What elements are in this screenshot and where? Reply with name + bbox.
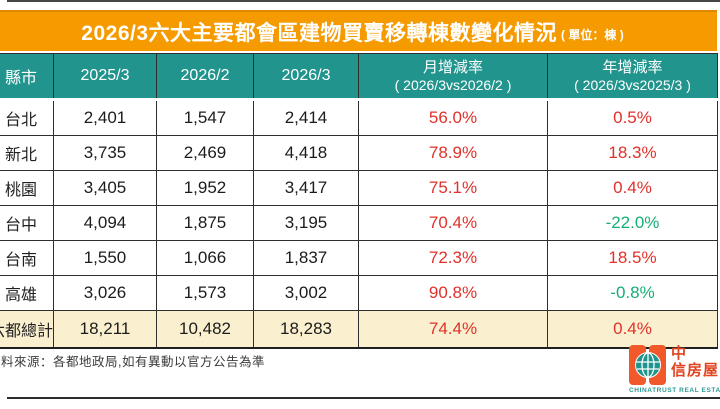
top-divider [7, 0, 720, 2]
mom-value: 74.4% [358, 310, 548, 349]
row-m2: 1,066 [156, 240, 254, 276]
row-m3: 3,195 [253, 205, 359, 241]
yoy-value: 18.3% [547, 135, 718, 171]
total-m3: 18,283 [253, 310, 359, 349]
row-m1: 3,026 [53, 275, 157, 311]
header-mom-title: 月增減率 [422, 58, 483, 76]
header-mom: 月增減率 ( 2026/3vs2026/2 ) [358, 53, 548, 101]
mom-value: 90.8% [358, 275, 548, 311]
yoy-value: 0.4% [547, 170, 718, 206]
globe-icon [635, 352, 661, 378]
total-m2: 10,482 [156, 310, 254, 349]
row-m2: 1,875 [156, 205, 254, 241]
data-source-note: 料來源：各都地政局,如有異動以官方公告為準 [1, 355, 265, 369]
table-row: 新北 3,735 2,469 4,418 78.9% 18.3% [0, 135, 718, 171]
total-m1: 18,211 [53, 310, 157, 349]
logo-en-text: CHINATRUST REAL ESTATE C [629, 387, 720, 394]
row-m2: 1,952 [156, 170, 254, 206]
report-sheet: 2026/3六大主要都會區建物買賣移轉棟數變化情況 ( 單位：棟 ) 縣市 20… [0, 10, 718, 349]
table-row: 台北 2,401 1,547 2,414 56.0% 0.5% [0, 99, 718, 136]
header-2026-2: 2026/2 [156, 53, 254, 101]
mom-value: 72.3% [358, 240, 548, 276]
chinatrust-logo: 中 信房屋 CHINATRUST REAL ESTATE C [629, 345, 720, 394]
row-m3: 3,002 [253, 275, 359, 311]
table-row: 桃園 3,405 1,952 3,417 75.1% 0.4% [0, 170, 718, 206]
row-m1: 1,550 [53, 240, 157, 276]
page-title: 2026/3六大主要都會區建物買賣移轉棟數變化情況 [81, 21, 558, 45]
header-yoy: 年增減率 ( 2026/3vs2025/3 ) [547, 53, 718, 101]
row-m1: 3,405 [53, 170, 157, 206]
row-m2: 2,469 [156, 135, 254, 171]
header-2026-3: 2026/3 [253, 53, 359, 101]
row-m3: 1,837 [253, 240, 359, 276]
row-m3: 2,414 [253, 99, 359, 136]
table-row: 台南 1,550 1,066 1,837 72.3% 18.5% [0, 240, 718, 276]
row-city: 新北 [0, 135, 54, 171]
row-m1: 4,094 [53, 205, 157, 241]
row-m3: 3,417 [253, 170, 359, 206]
row-city: 台南 [0, 240, 54, 276]
row-m3: 4,418 [253, 135, 359, 171]
yoy-value: 0.4% [547, 310, 718, 349]
header-city: 縣市 [0, 53, 54, 101]
bottom-divider [7, 397, 720, 399]
title-unit-label: ( 單位：棟 ) [561, 28, 624, 42]
row-city: 高雄 [0, 275, 54, 311]
row-m1: 3,735 [53, 135, 157, 171]
total-row: 六都總計 18,211 10,482 18,283 74.4% 0.4% [0, 310, 718, 349]
logo-cn-line2: 信房屋 [671, 362, 720, 379]
row-city: 桃園 [0, 170, 54, 206]
mom-value: 70.4% [358, 205, 548, 241]
logo-cn-line1: 中 [671, 345, 688, 362]
chinatrust-logo-mark-icon [629, 345, 667, 385]
report-title-bar: 2026/3六大主要都會區建物買賣移轉棟數變化情況 ( 單位：棟 ) [0, 10, 717, 51]
mom-value: 78.9% [358, 135, 548, 171]
mom-value: 75.1% [358, 170, 548, 206]
table-header-row: 縣市 2025/3 2026/2 2026/3 月增減率 ( 2026/3vs2… [0, 53, 718, 101]
header-2025-3: 2025/3 [53, 53, 157, 101]
yoy-value: -0.8% [547, 275, 718, 311]
header-yoy-sub: ( 2026/3vs2025/3 ) [574, 76, 691, 93]
logo-cn-text: 中 信房屋 [671, 345, 719, 379]
row-m2: 1,573 [156, 275, 254, 311]
row-m1: 2,401 [53, 99, 157, 136]
table-row: 台中 4,094 1,875 3,195 70.4% -22.0% [0, 205, 718, 241]
mom-value: 56.0% [358, 99, 548, 136]
row-city: 台北 [0, 99, 54, 136]
transfer-stats-table: 縣市 2025/3 2026/2 2026/3 月增減率 ( 2026/3vs2… [0, 53, 718, 349]
total-label: 六都總計 [0, 310, 54, 349]
row-m2: 1,547 [156, 99, 254, 136]
table-row: 高雄 3,026 1,573 3,002 90.8% -0.8% [0, 275, 718, 311]
header-mom-sub: ( 2026/3vs2026/2 ) [394, 76, 512, 93]
yoy-value: -22.0% [547, 205, 718, 241]
header-yoy-title: 年增減率 [602, 58, 663, 76]
row-city: 台中 [0, 205, 54, 241]
yoy-value: 18.5% [547, 240, 718, 276]
yoy-value: 0.5% [547, 99, 718, 136]
